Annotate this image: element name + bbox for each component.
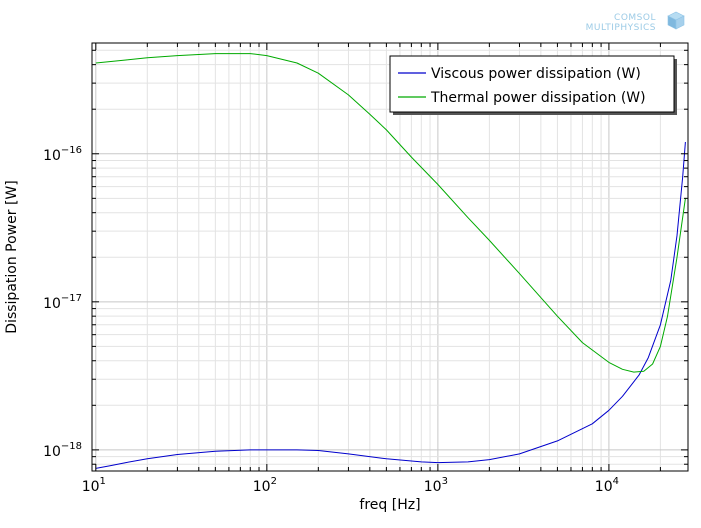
series-line-viscous (95, 141, 686, 469)
series-line-thermal (95, 53, 686, 373)
legend-label-viscous: Viscous power dissipation (W) (431, 66, 641, 82)
grid (92, 43, 688, 471)
legend-label-thermal: Thermal power dissipation (W) (430, 90, 646, 106)
series-lines (95, 53, 686, 469)
x-tick-label: 101 (82, 476, 106, 495)
y-tick-label: 10−16 (43, 145, 82, 164)
y-tick-label: 10−17 (43, 293, 82, 312)
comsol-logo: COMSOL MULTIPHYSICS (586, 11, 685, 33)
comsol-cube-icon (667, 11, 685, 30)
x-tick-label: 104 (595, 476, 619, 495)
x-tick-label: 103 (424, 476, 448, 495)
x-tick-label: 102 (253, 476, 277, 495)
axis-ticks (92, 43, 688, 471)
logo-line2: MULTIPHYSICS (586, 23, 656, 33)
logo-line1: COMSOL (614, 13, 656, 23)
legend: Viscous power dissipation (W) Thermal po… (389, 55, 677, 115)
legend-box (389, 55, 675, 113)
tick-labels: 101 102 103 104 10−18 10−17 10−16 (43, 145, 619, 495)
x-axis-title: freq [Hz] (359, 497, 420, 513)
y-axis-title: Dissipation Power [W] (4, 180, 20, 333)
y-tick-label: 10−18 (43, 441, 82, 460)
